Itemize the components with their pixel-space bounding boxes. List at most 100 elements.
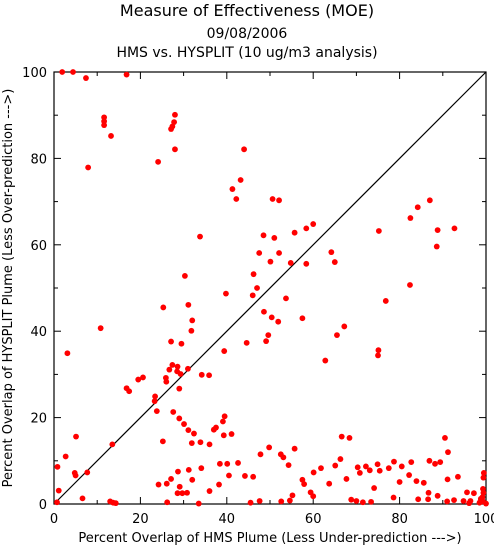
scatter-point <box>432 460 438 467</box>
scatter-point <box>85 164 92 171</box>
scatter-point <box>151 398 158 405</box>
scatter-point <box>444 476 451 483</box>
scatter-point <box>414 204 421 211</box>
scatter-point <box>334 332 340 338</box>
scatter-point <box>168 126 174 132</box>
scatter-point <box>328 249 335 256</box>
scatter-point <box>256 250 263 256</box>
scatter-point <box>466 500 473 507</box>
scatter-point <box>390 494 397 501</box>
scatter-point <box>398 463 405 470</box>
scatter-point <box>189 476 196 483</box>
scatter-point <box>451 497 457 504</box>
scatter-point <box>155 158 162 165</box>
scatter-point <box>59 69 66 75</box>
scatter-point <box>464 489 470 496</box>
scatter-point <box>278 498 285 505</box>
scatter-point <box>247 499 254 506</box>
scatter-point <box>407 282 413 288</box>
scatter-point <box>242 473 248 479</box>
scatter-point <box>174 490 181 497</box>
scatter-point <box>374 461 381 468</box>
y-tick-label: 60 <box>30 239 47 254</box>
scatter-point <box>62 453 69 460</box>
x-tick-label: 100 <box>474 512 494 527</box>
scatter-point <box>460 498 467 504</box>
scatter-point <box>407 215 414 221</box>
scatter-point <box>256 498 263 504</box>
scatter-point <box>224 460 231 467</box>
scatter-point <box>269 196 276 202</box>
scatter-point <box>291 229 298 236</box>
scatter-point <box>160 304 167 311</box>
y-tick-label: 0 <box>39 498 47 513</box>
scatter-point <box>126 388 133 395</box>
scatter-point <box>266 444 273 451</box>
scatter-point <box>420 479 427 486</box>
scatter-point <box>371 485 378 491</box>
scatter-point <box>413 478 420 484</box>
scatter-point <box>254 285 260 291</box>
scatter-point <box>471 490 477 497</box>
scatter-point <box>172 146 178 153</box>
scatter-point <box>260 232 267 239</box>
scatter-point <box>406 472 412 478</box>
scatter-point <box>276 197 282 204</box>
scatter-point <box>426 197 433 204</box>
scatter-point <box>163 378 170 385</box>
scatter-point <box>433 243 440 250</box>
scatter-point <box>185 466 192 473</box>
x-tick-label: 60 <box>305 512 322 527</box>
scatter-point <box>480 474 487 481</box>
scatter-point <box>265 332 272 338</box>
scatter-point <box>375 347 382 354</box>
scatter-point <box>307 489 314 496</box>
scatter-point <box>189 317 196 324</box>
scatter-point <box>182 273 188 279</box>
scatter-point <box>177 371 184 377</box>
scatter-point <box>385 465 392 472</box>
scatter-point <box>191 430 197 437</box>
scatter-point <box>480 470 487 476</box>
scatter-point <box>188 327 195 334</box>
scatter-point <box>353 498 360 504</box>
scatter-point <box>331 259 338 265</box>
scatter-point <box>338 433 345 440</box>
scatter-point <box>108 133 114 139</box>
scatter-point <box>382 298 389 304</box>
y-tick-label: 40 <box>30 325 47 340</box>
scatter-point <box>415 496 422 503</box>
scatter-point <box>233 196 240 202</box>
scatter-point <box>237 177 244 183</box>
scatter-point <box>206 488 213 494</box>
scatter-point <box>221 413 228 420</box>
scatter-point <box>101 122 108 129</box>
scatter-point <box>168 338 174 345</box>
data-points <box>54 69 489 507</box>
scatter-point <box>176 483 183 490</box>
scatter-point <box>228 431 235 437</box>
scatter-point <box>198 371 205 378</box>
scatter-point <box>451 225 458 232</box>
scatter-point <box>188 440 195 446</box>
scatter-point <box>434 227 441 234</box>
x-tick-label: 40 <box>219 512 236 527</box>
scatter-point <box>159 438 166 445</box>
scatter-point <box>375 352 381 359</box>
scatter-point <box>426 457 433 464</box>
scatter-point <box>175 468 181 475</box>
scatter-point <box>163 480 170 487</box>
scatter-point <box>363 463 369 470</box>
scatter-point <box>280 454 287 461</box>
scatter-point <box>396 479 403 485</box>
scatter-point <box>166 366 173 373</box>
scatter-point <box>310 469 317 476</box>
scatter-point <box>434 492 441 499</box>
scatter-point <box>216 460 223 467</box>
scatter-point <box>483 500 489 507</box>
scatter-point <box>221 348 228 354</box>
scatter-point <box>276 250 282 256</box>
scatter-point <box>444 498 451 505</box>
scatter-point <box>206 441 213 448</box>
scatter-point <box>356 470 363 476</box>
